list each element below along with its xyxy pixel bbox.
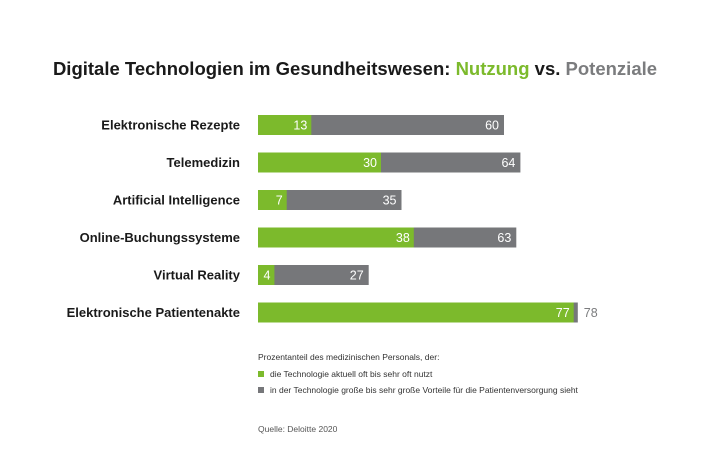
usage-value-label: 4 [263, 269, 270, 283]
category-label: Telemedizin [167, 155, 241, 170]
category-label: Elektronische Patientenakte [67, 305, 240, 320]
chart-title: Digitale Technologien im Gesundheitswese… [0, 58, 710, 80]
usage-value-label: 38 [396, 231, 410, 245]
title-potential: Potenziale [565, 58, 658, 79]
usage-bar [258, 152, 381, 173]
potential-bar [258, 265, 369, 285]
usage-value-label: 13 [293, 119, 307, 133]
potential-value-label: 35 [383, 194, 397, 208]
potential-value-label: 64 [501, 156, 515, 170]
category-label: Online-Buchungssysteme [80, 230, 240, 245]
potential-value-label: 78 [584, 306, 598, 320]
category-label: Virtual Reality [154, 268, 241, 283]
usage-bar [258, 302, 574, 323]
legend-item-potential: in der Technologie große bis sehr große … [258, 385, 578, 395]
source-note: Quelle: Deloitte 2020 [258, 424, 338, 434]
legend-swatch-potential [258, 387, 264, 393]
legend: Prozentanteil des medizinischen Personal… [258, 352, 578, 401]
potential-value-label: 63 [497, 231, 511, 245]
potential-value-label: 27 [350, 269, 364, 283]
legend-label-usage: die Technologie aktuell oft bis sehr oft… [270, 369, 433, 379]
legend-label-potential: in der Technologie große bis sehr große … [270, 385, 578, 395]
category-label: Elektronische Rezepte [101, 118, 240, 133]
potential-bar [258, 115, 504, 135]
category-label: Artificial Intelligence [113, 193, 240, 208]
potential-value-label: 60 [485, 119, 499, 133]
potential-bar [258, 190, 402, 210]
usage-bar [258, 265, 275, 285]
legend-heading: Prozentanteil des medizinischen Personal… [258, 352, 440, 362]
legend-swatch-usage [258, 371, 264, 377]
title-usage: Nutzung [455, 58, 530, 79]
usage-bar [258, 115, 312, 135]
usage-bar [258, 227, 414, 248]
legend-item-usage: die Technologie aktuell oft bis sehr oft… [258, 369, 578, 379]
bar-chart: Elektronische Rezepte 13 60 Telemedizin 30 64… [67, 115, 598, 323]
usage-value-label: 30 [363, 156, 377, 170]
title-vs: vs. [529, 58, 566, 79]
title-prefix: Digitale Technologien im Gesundheitswese… [52, 58, 456, 79]
usage-value-label: 7 [276, 194, 283, 208]
usage-value-label: 77 [556, 306, 570, 320]
usage-bar [258, 190, 287, 210]
